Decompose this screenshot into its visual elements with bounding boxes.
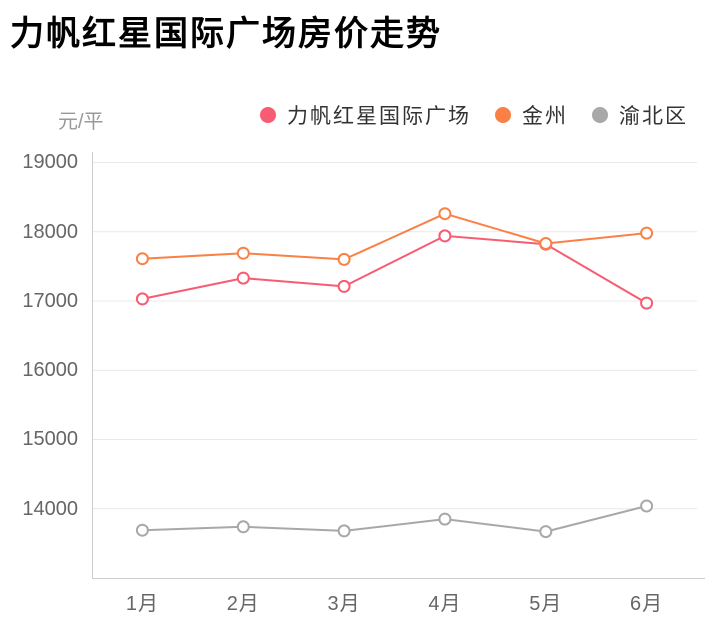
x-axis-tick-label: 2月: [226, 593, 260, 615]
series-line: [141, 212, 648, 261]
y-axis-tick-label: 17000: [22, 289, 78, 312]
data-point[interactable]: [438, 512, 452, 526]
legend-item[interactable]: 金州: [495, 100, 568, 130]
legend-dot-icon: [495, 107, 511, 123]
data-point[interactable]: [640, 226, 654, 240]
legend-dot-icon: [592, 107, 608, 123]
legend-item[interactable]: 渝北区: [592, 100, 688, 130]
series-line: [141, 234, 648, 305]
data-point[interactable]: [640, 296, 654, 310]
data-point[interactable]: [236, 271, 250, 285]
legend-label: 渝北区: [619, 105, 688, 128]
chart-canvas: [92, 152, 705, 579]
data-point[interactable]: [539, 525, 553, 539]
y-axis-tick-label: 14000: [22, 497, 78, 520]
legend-label: 金州: [522, 105, 568, 128]
data-point[interactable]: [135, 523, 149, 537]
x-axis-tick-label: 4月: [428, 593, 462, 615]
y-axis-tick-label: 15000: [22, 428, 78, 451]
y-axis-tick-label: 16000: [22, 359, 78, 382]
data-point[interactable]: [337, 252, 351, 266]
data-point[interactable]: [539, 237, 553, 250]
legend: 力帆红星国际广场 金州 渝北区: [260, 102, 688, 128]
data-point[interactable]: [337, 524, 351, 538]
legend-dot-icon: [260, 107, 276, 123]
x-axis-tick-label: 1月: [125, 593, 159, 615]
chart-title: 力帆红星国际广场房价走势: [10, 15, 442, 53]
y-axis-unit-label: 元/平: [58, 111, 104, 133]
data-point[interactable]: [337, 279, 351, 293]
data-point[interactable]: [640, 499, 654, 513]
y-axis-tick-label: 19000: [22, 151, 78, 174]
data-point[interactable]: [438, 229, 452, 243]
data-point[interactable]: [135, 292, 149, 306]
data-point[interactable]: [135, 252, 149, 266]
y-axis-tick-label: 18000: [22, 220, 78, 243]
x-axis-tick-label: 3月: [327, 593, 361, 615]
data-point[interactable]: [438, 207, 452, 221]
data-point[interactable]: [236, 520, 250, 534]
x-axis-tick-label: 5月: [529, 593, 563, 615]
series-line: [141, 505, 648, 533]
x-axis-tick-label: 6月: [630, 593, 664, 615]
legend-item[interactable]: 力帆红星国际广场: [260, 100, 471, 130]
legend-label: 力帆红星国际广场: [287, 105, 471, 128]
data-point[interactable]: [236, 246, 250, 260]
